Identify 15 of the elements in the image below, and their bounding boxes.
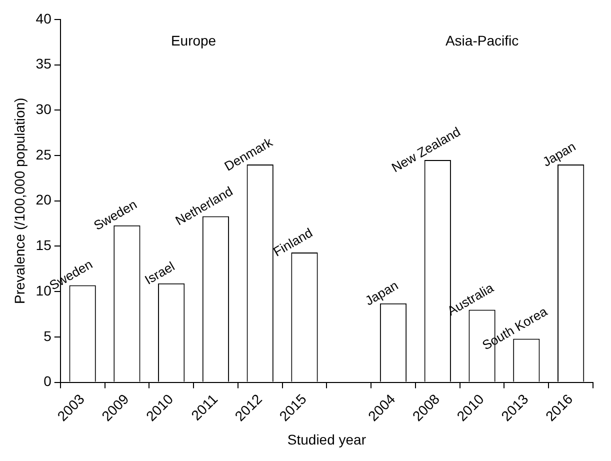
y-tick-label: 25 (36, 146, 52, 162)
data-label: Japan (540, 138, 578, 170)
y-tick-label: 40 (36, 10, 52, 26)
data-label: South Korea (480, 303, 550, 353)
y-axis-title: Prevalence (/100,000 population) (11, 98, 28, 304)
annotation: Asia-Pacific (445, 32, 519, 48)
x-axis-title: Studied year (287, 431, 366, 448)
y-tick-label: 15 (36, 237, 52, 254)
y-tick-label: 0 (44, 373, 52, 390)
y-tick-label: 20 (36, 192, 52, 208)
y-tick-label: 5 (44, 328, 52, 344)
data-label: Japan (362, 278, 401, 308)
y-tick-label: 30 (36, 100, 52, 117)
y-tick-label: 35 (36, 56, 52, 72)
annotation: Europe (170, 32, 216, 48)
